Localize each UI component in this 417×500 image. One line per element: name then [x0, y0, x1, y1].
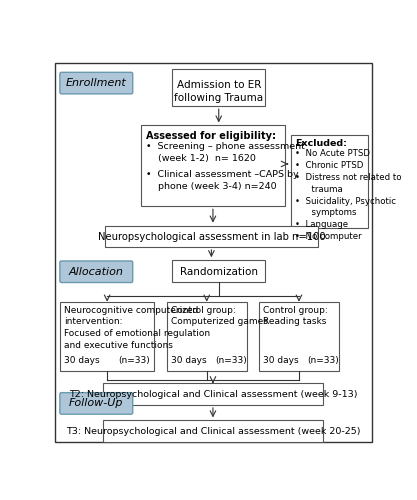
Text: •  Clinical assessment –CAPS by
    phone (week 3-4) n=240: • Clinical assessment –CAPS by phone (we… — [146, 170, 299, 191]
Text: Assessed for eligibility:: Assessed for eligibility: — [146, 131, 276, 141]
Text: •  No Acute PTSD
•  Chronic PTSD
•  Distress not related to
      trauma
•  Suic: • No Acute PTSD • Chronic PTSD • Distres… — [295, 150, 401, 241]
Text: Allocation: Allocation — [69, 267, 124, 277]
Text: (n=33): (n=33) — [118, 356, 150, 364]
FancyBboxPatch shape — [172, 260, 265, 282]
Text: Admission to ER: Admission to ER — [176, 80, 261, 90]
FancyBboxPatch shape — [172, 69, 265, 106]
FancyBboxPatch shape — [60, 392, 133, 414]
FancyBboxPatch shape — [103, 420, 323, 442]
Text: 30 days: 30 days — [263, 356, 299, 364]
Text: Neuropsychological assessment in lab n=100: Neuropsychological assessment in lab n=1… — [98, 232, 325, 242]
FancyBboxPatch shape — [103, 384, 323, 405]
FancyBboxPatch shape — [60, 72, 133, 94]
FancyBboxPatch shape — [141, 126, 285, 206]
FancyBboxPatch shape — [60, 261, 133, 282]
Text: Neurocognitive computerized
intervention:: Neurocognitive computerized intervention… — [64, 306, 198, 326]
Text: •  Screening – phone assessment
    (week 1-2)  n= 1620: • Screening – phone assessment (week 1-2… — [146, 142, 305, 163]
Text: following Trauma: following Trauma — [174, 93, 263, 103]
Text: Focused of emotional regulation
and executive functions: Focused of emotional regulation and exec… — [64, 328, 210, 349]
Text: Excluded:: Excluded: — [295, 140, 347, 148]
FancyBboxPatch shape — [167, 302, 246, 371]
Text: Control group:
Reading tasks: Control group: Reading tasks — [263, 306, 328, 326]
FancyBboxPatch shape — [259, 302, 339, 371]
FancyBboxPatch shape — [60, 302, 154, 371]
Text: Randomization: Randomization — [180, 267, 258, 277]
Text: (n=33): (n=33) — [307, 356, 339, 364]
FancyBboxPatch shape — [105, 226, 318, 247]
Text: 30 days: 30 days — [171, 356, 206, 364]
Text: Control group:
Computerized games: Control group: Computerized games — [171, 306, 268, 326]
Text: Enrollment: Enrollment — [66, 78, 127, 88]
Text: T2: Neuropsychological and Clinical assessment (week 9-13): T2: Neuropsychological and Clinical asse… — [69, 390, 357, 400]
Text: (n=33): (n=33) — [215, 356, 246, 364]
FancyBboxPatch shape — [291, 136, 368, 228]
Text: T3: Neuropsychological and Clinical assessment (week 20-25): T3: Neuropsychological and Clinical asse… — [66, 428, 360, 436]
Text: Follow-Up: Follow-Up — [69, 398, 123, 408]
Text: 30 days: 30 days — [64, 356, 99, 364]
